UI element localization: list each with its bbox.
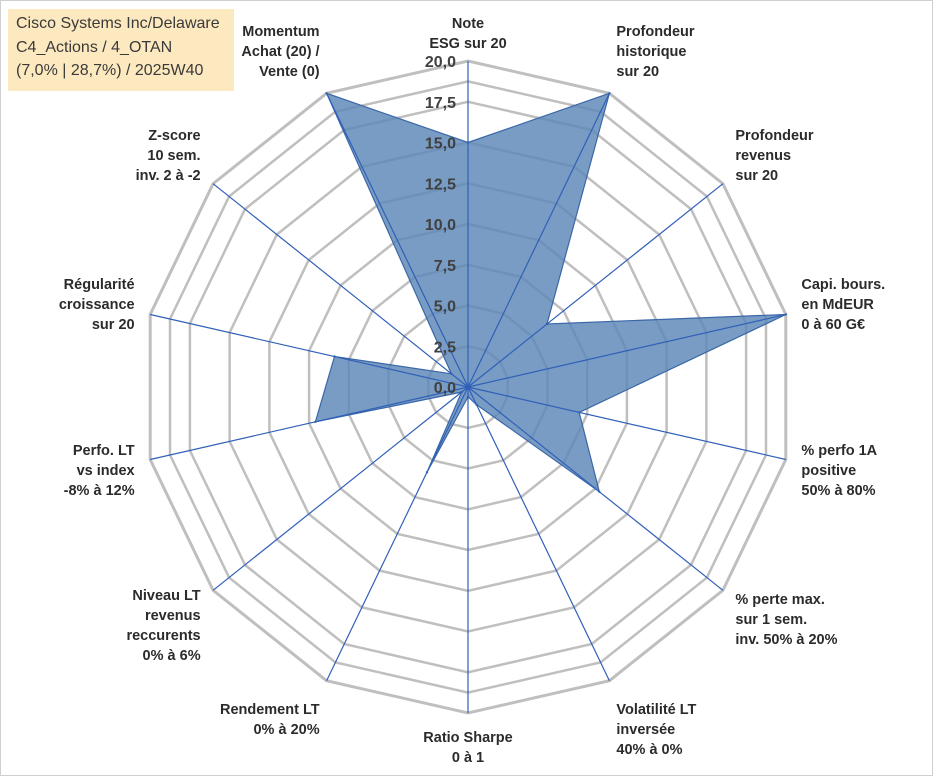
axis-spoke [467, 313, 786, 388]
axis-label-line: sur 20 [92, 317, 135, 333]
axis-label-line: Ratio Sharpe [423, 730, 512, 746]
axis-label-line: revenus [735, 148, 791, 164]
axis-label-line: revenus [145, 608, 201, 624]
axis-label: % perfo 1A positive 50% à 80% [801, 443, 877, 499]
axis-label-line: Rendement LT [220, 702, 320, 718]
axis-label-line: % perfo 1A [801, 443, 877, 459]
spoke-layer [150, 61, 786, 713]
axis-label-line: Achat (20) / [241, 44, 319, 60]
axis-label-line: historique [616, 44, 686, 60]
axis-spoke [467, 93, 610, 388]
axis-label-line: Volatilité LT [616, 702, 696, 718]
area-layer [314, 92, 787, 494]
axis-label-line: croissance [59, 297, 135, 313]
axis-label-line: Z-score [148, 128, 200, 144]
axis-spoke [326, 93, 469, 388]
axis-label-line: Momentum [242, 24, 319, 40]
axis-label-line: 0% à 20% [253, 722, 319, 738]
axis-label: Note ESG sur 20 [429, 16, 506, 52]
axis-spoke [467, 183, 724, 388]
tick-label: 17,5 [425, 95, 456, 112]
axis-label: Perfo. LT vs index -8% à 12% [64, 443, 135, 499]
tick-label: 5,0 [434, 299, 456, 316]
axis-label-line: positive [801, 463, 856, 479]
axis-label-line: ESG sur 20 [429, 36, 506, 52]
axis-spoke [467, 386, 610, 681]
axis-label: Momentum Achat (20) / Vente (0) [241, 24, 319, 80]
axis-spoke [467, 386, 724, 591]
axis-spoke [150, 313, 469, 388]
title-line-category: C4_Actions / 4_OTAN [16, 38, 173, 56]
axis-spoke [326, 386, 469, 681]
axis-label: Z-score 10 sem. inv. 2 à -2 [136, 128, 201, 184]
axis-label-line: 0 à 60 G€ [801, 317, 865, 333]
axis-label-line: 0% à 6% [143, 648, 201, 664]
tick-label: 20,0 [425, 54, 456, 71]
axis-label-line: inv. 2 à -2 [136, 168, 201, 184]
axis-label-line: 10 sem. [147, 148, 200, 164]
axis-label-line: en MdEUR [801, 297, 874, 313]
tick-label: 15,0 [425, 136, 456, 153]
axis-label: Rendement LT 0% à 20% [220, 702, 320, 738]
tick-label: 0,0 [434, 380, 456, 397]
axis-label: Profondeur revenus sur 20 [735, 128, 813, 184]
axis-label: Ratio Sharpe 0 à 1 [423, 730, 512, 766]
axis-label-line: sur 1 sem. [735, 612, 807, 628]
axis-label: Niveau LT revenus reccurents 0% à 6% [126, 588, 200, 664]
axis-label-line: Perfo. LT [73, 443, 135, 459]
title-box: Cisco Systems Inc/Delaware C4_Actions / … [8, 9, 234, 91]
axis-label-line: Profondeur [735, 128, 813, 144]
axis-label-line: 50% à 80% [801, 483, 875, 499]
axis-label-line: inv. 50% à 20% [735, 632, 837, 648]
tick-label: 2,5 [434, 339, 456, 356]
axis-spoke [150, 386, 469, 461]
axis-label-line: sur 20 [735, 168, 778, 184]
axis-label-line: Note [452, 16, 484, 32]
axis-label-line: 40% à 0% [616, 742, 682, 758]
series-area [314, 92, 787, 494]
tick-label: 12,5 [425, 176, 456, 193]
axis-label-line: Capi. bours. [801, 277, 885, 293]
axis-label-line: reccurents [126, 628, 200, 644]
axis-spoke [467, 386, 786, 461]
axis-label-line: Vente (0) [259, 64, 320, 80]
axis-label: Capi. bours. en MdEUR 0 à 60 G€ [801, 277, 885, 333]
axis-label: Volatilité LT inversée 40% à 0% [616, 702, 696, 758]
axis-label-layer: Note ESG sur 20 Profondeur historique sur 20… [59, 16, 885, 766]
axis-label-line: 0 à 1 [452, 750, 484, 766]
title-line-company: Cisco Systems Inc/Delaware [16, 15, 220, 32]
axis-label: Régularité croissance sur 20 [59, 277, 135, 333]
title-line-weights: (7,0% | 28,7%) / 2025W40 [16, 62, 204, 79]
axis-label-line: sur 20 [616, 64, 659, 80]
axis-label-line: vs index [77, 463, 135, 479]
tick-label: 7,5 [434, 258, 456, 275]
axis-spoke [212, 386, 469, 591]
tick-label: 10,0 [425, 217, 456, 234]
axis-label: % perte max. sur 1 sem. inv. 50% à 20% [735, 592, 837, 648]
axis-label-line: -8% à 12% [64, 483, 135, 499]
axis-label-line: Profondeur [616, 24, 694, 40]
axis-spoke [212, 183, 469, 388]
axis-label-line: Niveau LT [132, 588, 200, 604]
axis-label-line: % perte max. [735, 592, 824, 608]
axis-label-line: Régularité [64, 277, 135, 293]
axis-label: Profondeur historique sur 20 [616, 24, 694, 80]
axis-label-line: inversée [616, 722, 675, 738]
tick-label-layer: 0,0 2,5 5,0 7,5 10,0 12,5 15,0 17,5 20,0 [425, 54, 456, 397]
